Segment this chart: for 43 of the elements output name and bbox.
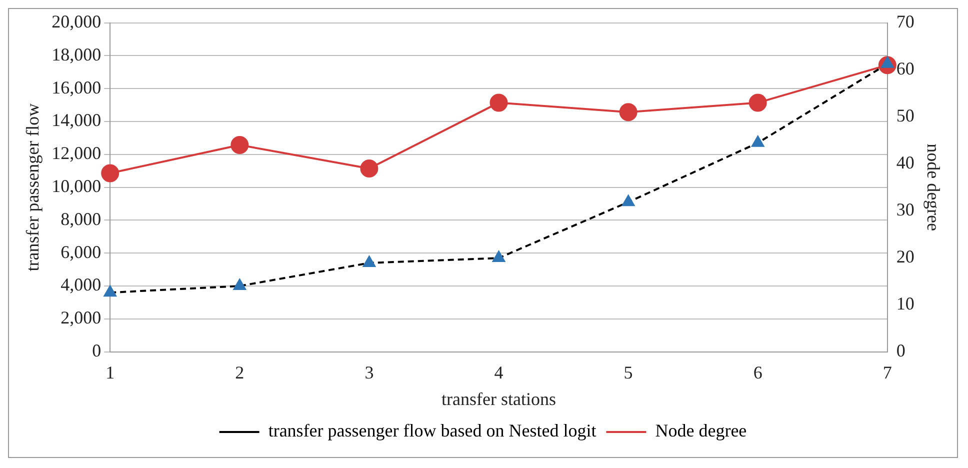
y2-tick-label: 30 (896, 200, 914, 220)
y2-tick-label: 50 (896, 106, 914, 126)
y-tick-label: 10,000 (52, 176, 102, 196)
legend-label: Node degree (655, 420, 747, 441)
y-tick-label: 16,000 (52, 77, 102, 98)
y2-axis-title: node degree (923, 144, 944, 232)
x-tick-label: 3 (364, 362, 374, 382)
point (622, 195, 634, 206)
point (360, 160, 378, 178)
x-tick-label: 5 (624, 362, 633, 382)
x-tick-label: 7 (882, 362, 892, 382)
y-tick-label: 6,000 (60, 242, 102, 262)
point (748, 94, 767, 112)
y2-tick-label: 40 (896, 152, 914, 173)
point (233, 279, 246, 290)
y2-tick-label: 60 (896, 58, 914, 79)
y2-tick-label: 0 (896, 340, 906, 361)
x-tick-label: 6 (753, 362, 762, 382)
y2-tick-label: 10 (896, 294, 914, 314)
y-tick-label: 8,000 (60, 208, 102, 229)
point (490, 94, 508, 112)
y-tick-label: 20,000 (52, 12, 102, 32)
x-tick-label: 2 (235, 362, 244, 382)
x-tick-label: 4 (494, 362, 504, 382)
point (492, 251, 505, 262)
y-tick-label: 0 (92, 340, 102, 361)
x-tick-label: 1 (106, 362, 115, 382)
point (101, 164, 120, 182)
point (619, 103, 638, 122)
y2-tick-label: 70 (896, 12, 914, 32)
x-axis-title: transfer stations (442, 388, 556, 409)
legend-label: transfer passenger flow based on Nested logit (268, 420, 596, 441)
y-tick-label: 2,000 (60, 308, 102, 328)
point (230, 136, 249, 154)
y-tick-label: 12,000 (52, 143, 102, 164)
y2-tick-label: 20 (896, 246, 914, 267)
y-tick-label: 4,000 (60, 274, 102, 295)
point (752, 136, 764, 147)
y-tick-label: 14,000 (52, 110, 102, 130)
point (104, 286, 116, 297)
y-axis-title: transfer passenger flow (22, 103, 43, 272)
point (363, 256, 376, 267)
y-tick-label: 18,000 (52, 44, 102, 64)
